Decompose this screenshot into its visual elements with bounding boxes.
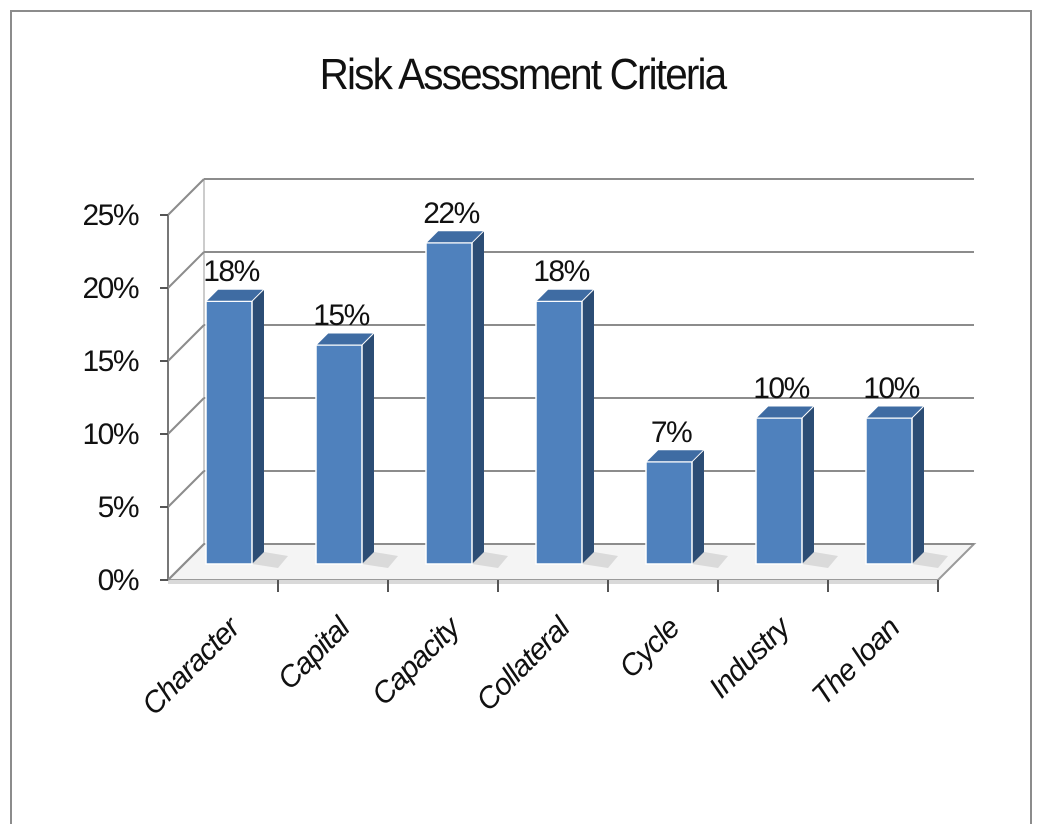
data-label: 18% bbox=[203, 255, 259, 288]
x-tick-label: Cycle bbox=[613, 611, 686, 684]
x-tick-label: Character bbox=[136, 610, 248, 722]
bar-front bbox=[425, 242, 473, 565]
bar-side bbox=[582, 289, 594, 564]
gridline-diagonal bbox=[167, 251, 205, 289]
x-tick-label: Collateral bbox=[470, 610, 578, 718]
chart-title: Risk Assessment Criteria bbox=[319, 50, 728, 99]
x-axis-ticks: Character Capital Capacity Collateral Cycle I… bbox=[136, 580, 939, 722]
bar-side bbox=[362, 333, 374, 564]
bar-front bbox=[315, 344, 363, 565]
bar-top bbox=[424, 230, 486, 244]
data-label: 15% bbox=[313, 299, 369, 332]
data-labels: 18% 15% 22% 18% 7% 10% 10% bbox=[203, 197, 921, 449]
gridline-diagonal bbox=[167, 324, 205, 362]
data-label: 10% bbox=[753, 372, 809, 405]
bar bbox=[534, 288, 618, 568]
bar-shadow bbox=[692, 552, 728, 568]
x-tick-label: Capital bbox=[272, 610, 358, 696]
y-tick-label: 20% bbox=[82, 272, 138, 305]
y-tick-label: 10% bbox=[82, 418, 138, 451]
bar-top bbox=[644, 449, 706, 463]
y-tick-label: 25% bbox=[82, 199, 138, 232]
bar bbox=[754, 405, 838, 568]
chart-frame bbox=[10, 10, 1032, 824]
y-tick-label: 5% bbox=[98, 491, 139, 524]
bar bbox=[314, 332, 398, 568]
bar-side bbox=[472, 230, 484, 565]
bar-shadow bbox=[252, 552, 288, 568]
data-label: 22% bbox=[423, 197, 479, 230]
gridline-diagonal bbox=[167, 397, 205, 435]
bar-shadow bbox=[802, 552, 838, 568]
bar-top bbox=[534, 288, 596, 302]
data-label: 7% bbox=[651, 416, 692, 449]
bar-top bbox=[204, 288, 266, 302]
bar bbox=[644, 449, 728, 568]
y-tick-label: 15% bbox=[82, 345, 138, 378]
gridline-diagonal bbox=[167, 178, 205, 216]
bar-shadow bbox=[362, 552, 398, 568]
bar bbox=[864, 405, 948, 568]
bar-front bbox=[755, 417, 803, 565]
bar-side bbox=[912, 406, 924, 564]
bar-top bbox=[314, 332, 376, 346]
bar-front bbox=[205, 300, 253, 565]
bar-shadow bbox=[472, 552, 508, 568]
bars bbox=[204, 230, 948, 568]
bar-shadow bbox=[912, 552, 948, 568]
x-tick-label: Capacity bbox=[366, 609, 468, 711]
x-tick-label: The loan bbox=[806, 611, 906, 711]
bar bbox=[204, 288, 288, 568]
bar-top bbox=[754, 405, 816, 419]
bar-side bbox=[802, 406, 814, 564]
data-label: 10% bbox=[863, 372, 919, 405]
bar-front bbox=[645, 461, 693, 565]
bar-top bbox=[864, 405, 926, 419]
bar-side bbox=[252, 289, 264, 564]
y-tick-label: 0% bbox=[98, 564, 139, 597]
data-label: 18% bbox=[533, 255, 589, 288]
x-tick-label: Industry bbox=[703, 609, 798, 704]
bar-front bbox=[535, 300, 583, 565]
bar-side bbox=[692, 449, 704, 564]
bar bbox=[424, 230, 508, 568]
bar-shadow bbox=[582, 552, 618, 568]
gridline-diagonal bbox=[167, 543, 205, 581]
y-axis-ticks: 0% 5% 10% 15% 20% 25% bbox=[82, 199, 168, 597]
bar-front bbox=[865, 417, 913, 565]
gridline-diagonal bbox=[167, 470, 205, 508]
chart-floor-edge bbox=[168, 580, 938, 584]
